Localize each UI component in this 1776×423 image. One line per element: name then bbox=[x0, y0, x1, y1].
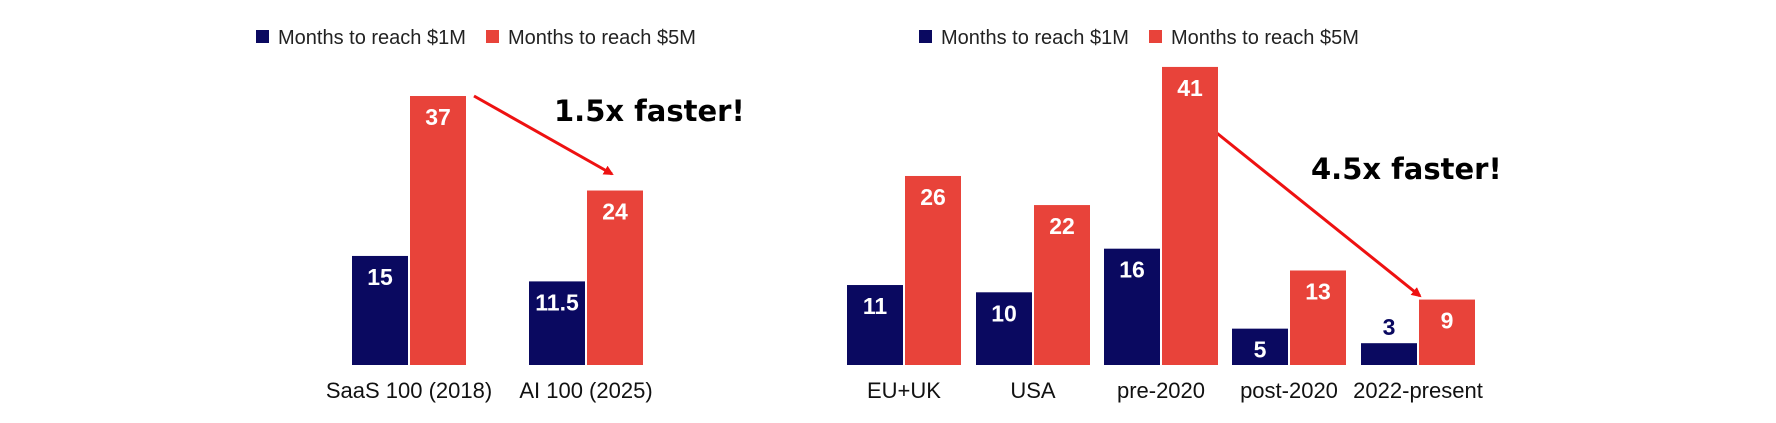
bar-1m-1-0 bbox=[847, 285, 903, 365]
category-label: SaaS 100 (2018) bbox=[326, 378, 492, 403]
bar-1m-1-1 bbox=[976, 292, 1032, 365]
bar-value-label: 3 bbox=[1383, 314, 1396, 340]
annotation-left: 1.5x faster! bbox=[554, 94, 745, 128]
legend-swatch-5m bbox=[1149, 30, 1162, 43]
legend-swatch-1m bbox=[919, 30, 932, 43]
category-label: USA bbox=[1010, 378, 1056, 403]
bar-5m-1-4 bbox=[1419, 299, 1475, 365]
bar-value-label: 24 bbox=[602, 199, 628, 225]
legend-swatch-5m bbox=[486, 30, 499, 43]
category-label: AI 100 (2025) bbox=[519, 378, 652, 403]
bar-value-label: 37 bbox=[425, 104, 451, 130]
arrow-right bbox=[1207, 124, 1422, 298]
category-label: EU+UK bbox=[867, 378, 941, 403]
bar-value-label: 5 bbox=[1254, 337, 1267, 363]
bar-value-label: 22 bbox=[1049, 213, 1075, 239]
bar-5m-1-1 bbox=[1034, 205, 1090, 365]
bar-value-label: 11.5 bbox=[535, 289, 579, 315]
annotation-right: 4.5x faster! bbox=[1311, 152, 1502, 186]
bar-1m-1-2 bbox=[1104, 248, 1160, 365]
legend-left: Months to reach $1M Months to reach $5M bbox=[256, 27, 696, 49]
category-label: 2022-present bbox=[1353, 378, 1483, 403]
bar-value-label: 16 bbox=[1119, 257, 1145, 283]
bar-value-label: 9 bbox=[1441, 308, 1454, 334]
legend-label-5m: Months to reach $5M bbox=[508, 27, 696, 49]
bar-value-label: 10 bbox=[991, 300, 1017, 326]
bar-1m-0-1 bbox=[529, 281, 585, 365]
bar-value-label: 26 bbox=[920, 184, 946, 210]
legend-right: Months to reach $1M Months to reach $5M bbox=[919, 27, 1359, 49]
bar-5m-0-0 bbox=[410, 96, 466, 365]
legend-swatch-1m bbox=[256, 30, 269, 43]
bar-1m-1-4 bbox=[1361, 343, 1417, 365]
bar-value-label: 13 bbox=[1305, 278, 1331, 304]
arrow-left bbox=[473, 94, 614, 176]
legend-label-5m: Months to reach $5M bbox=[1171, 27, 1359, 49]
legend-label-1m: Months to reach $1M bbox=[941, 27, 1129, 49]
bars-layer: 15 37 SaaS 100 (2018) 11.5 24 AI 100 (2025) 11… bbox=[326, 66, 1483, 403]
bar-5m-1-3 bbox=[1290, 270, 1346, 365]
legend-label-1m: Months to reach $1M bbox=[278, 27, 466, 49]
category-label: pre-2020 bbox=[1117, 378, 1205, 403]
category-label: post-2020 bbox=[1240, 378, 1338, 403]
bar-5m-0-1 bbox=[587, 190, 643, 365]
bar-1m-1-3 bbox=[1232, 328, 1288, 365]
bar-5m-1-0 bbox=[905, 175, 961, 365]
bar-5m-1-2 bbox=[1162, 66, 1218, 366]
bar-value-label: 41 bbox=[1177, 75, 1203, 101]
bar-value-label: 11 bbox=[863, 293, 888, 319]
bar-value-label: 15 bbox=[367, 264, 393, 290]
bar-1m-0-0 bbox=[352, 255, 408, 365]
